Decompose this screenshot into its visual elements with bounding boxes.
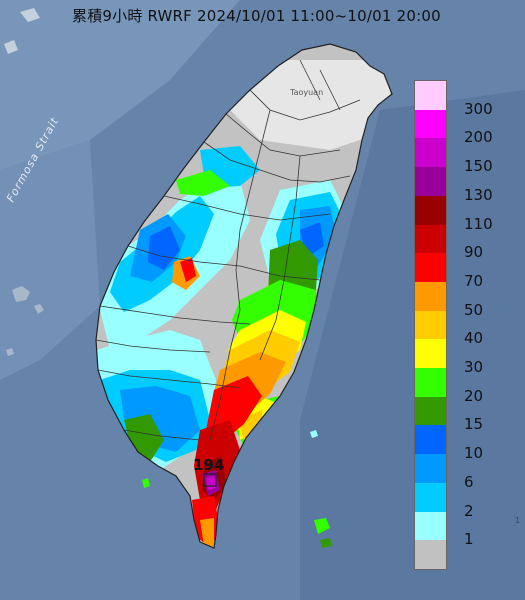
ocean-shallow-strait <box>0 140 100 380</box>
ocean-deep-east <box>300 90 525 600</box>
legend-swatch <box>415 454 446 484</box>
city-label-taoyuan: Taoyuan <box>290 88 324 97</box>
legend-label: 200 <box>464 128 493 147</box>
ocean-shallow-north <box>0 0 240 170</box>
legend-label: 110 <box>464 214 493 233</box>
legend-swatch <box>415 511 446 541</box>
legend-label: 20 <box>464 386 484 405</box>
rain-zone-50-tip <box>200 518 214 546</box>
legend-label: 50 <box>464 300 484 319</box>
taiwan-coastline <box>95 43 393 549</box>
legend-swatch <box>415 195 446 225</box>
legend-label: 40 <box>464 329 484 348</box>
edge-label: 1 <box>515 516 521 525</box>
legend-label: 2 <box>464 501 474 520</box>
rain-zone-20-north <box>176 170 230 196</box>
legend-swatch <box>415 482 446 512</box>
legend-swatch <box>415 396 446 426</box>
legend-swatch <box>415 368 446 398</box>
map-title: 累積9小時 RWRF 2024/10/01 11:00~10/01 20:00 <box>72 7 441 25</box>
legend-swatch <box>415 109 446 139</box>
legend-swatch <box>415 167 446 197</box>
legend-label: 1 <box>464 530 474 549</box>
legend-label: 300 <box>464 99 493 118</box>
peak-marker <box>203 473 217 487</box>
legend-swatch <box>415 224 446 254</box>
legend-label: 70 <box>464 271 484 290</box>
legend-swatch <box>415 425 446 455</box>
legend-label: 10 <box>464 444 484 463</box>
legend-label: 90 <box>464 243 484 262</box>
legend-swatch <box>415 281 446 311</box>
offshore-islands <box>4 8 332 548</box>
legend-swatch <box>415 81 446 110</box>
legend-swatch <box>415 310 446 340</box>
legend-label: 15 <box>464 415 484 434</box>
legend-swatch <box>415 138 446 168</box>
rainfall-legend: 300 200 150 130 110 90 70 50 40 30 20 15 10 6 2 1 <box>414 80 514 570</box>
county-boundaries <box>95 59 361 441</box>
legend-label: 150 <box>464 157 493 176</box>
legend-swatch <box>415 253 446 283</box>
legend-label: 130 <box>464 185 493 204</box>
legend-swatch <box>415 540 446 570</box>
northern-light-zone <box>230 60 390 150</box>
legend-color-bar <box>414 80 447 570</box>
legend-label: 6 <box>464 472 474 491</box>
rain-zone-70-central <box>180 258 196 282</box>
peak-value-label: 194 <box>193 456 225 474</box>
legend-label: 30 <box>464 358 484 377</box>
rain-zone-10 <box>148 226 180 270</box>
legend-swatch <box>415 339 446 369</box>
